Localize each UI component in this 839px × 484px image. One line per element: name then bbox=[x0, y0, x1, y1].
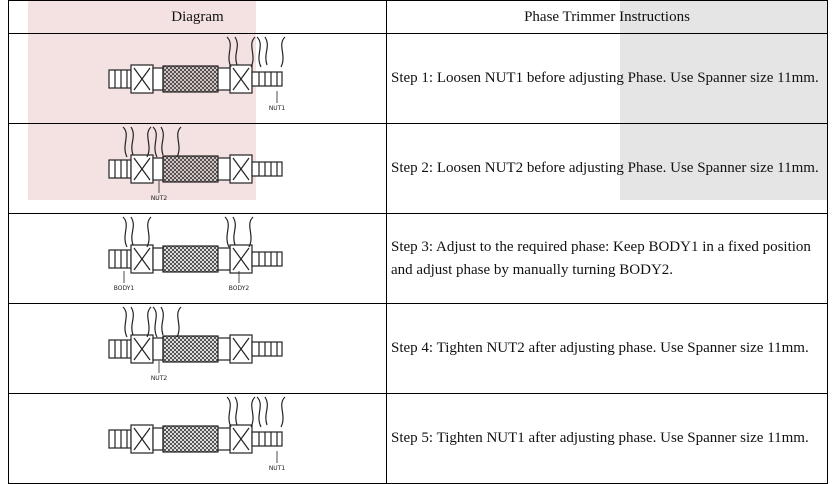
spanner bbox=[226, 36, 256, 68]
instruction-table: Diagram Phase Trimmer Instructions NUT1 S… bbox=[8, 0, 828, 484]
connector-diagram: NUT1 bbox=[108, 396, 286, 472]
part-label: NUT2 bbox=[151, 195, 168, 202]
diagram-cell: NUT1 bbox=[8, 393, 387, 484]
header-cell: Diagram bbox=[8, 0, 387, 34]
page: Diagram Phase Trimmer Instructions NUT1 S… bbox=[8, 0, 828, 484]
spanner bbox=[224, 216, 254, 248]
header-row: Diagram Phase Trimmer Instructions bbox=[8, 0, 828, 34]
spanner bbox=[256, 396, 286, 428]
part-label: NUT2 bbox=[151, 375, 168, 382]
connector-diagram: NUT2 bbox=[108, 126, 283, 202]
instruction-text: Step 5: Tighten NUT1 after adjusting pha… bbox=[386, 393, 828, 484]
connector-diagram: NUT1 bbox=[108, 36, 286, 112]
instruction-text: Step 1: Loosen NUT1 before adjusting Pha… bbox=[386, 33, 828, 124]
connector bbox=[108, 154, 283, 184]
spanner bbox=[256, 36, 286, 68]
part-label: NUT1 bbox=[269, 105, 286, 112]
connector bbox=[108, 64, 283, 94]
spanner bbox=[152, 306, 182, 338]
spanner bbox=[122, 306, 152, 338]
step-row: NUT1 Step 5: Tighten NUT1 after adjusting… bbox=[8, 393, 828, 484]
part-label: NUT1 bbox=[269, 465, 286, 472]
header-cell: Phase Trimmer Instructions bbox=[386, 0, 828, 34]
connector bbox=[108, 424, 283, 454]
step-row: BODY1 BODY2 Step 3: Adjust to the required… bbox=[8, 213, 828, 304]
step-row: NUT2 Step 2: Loosen NUT2 before adjusting… bbox=[8, 123, 828, 214]
instruction-text: Step 2: Loosen NUT2 before adjusting Pha… bbox=[386, 123, 828, 214]
connector bbox=[108, 334, 283, 364]
instruction-text: Step 3: Adjust to the required phase: Ke… bbox=[386, 213, 828, 304]
diagram-cell: NUT2 bbox=[8, 303, 387, 394]
spanner bbox=[152, 126, 182, 158]
instruction-text: Step 4: Tighten NUT2 after adjusting pha… bbox=[386, 303, 828, 394]
part-label: BODY1 bbox=[114, 285, 135, 292]
diagram-cell: BODY1 BODY2 bbox=[8, 213, 387, 304]
connector bbox=[108, 244, 283, 274]
spanner bbox=[122, 216, 152, 248]
connector-diagram: BODY1 BODY2 bbox=[108, 216, 283, 292]
diagram-cell: NUT1 bbox=[8, 33, 387, 124]
spanner bbox=[122, 126, 152, 158]
step-row: NUT2 Step 4: Tighten NUT2 after adjusting… bbox=[8, 303, 828, 394]
connector-diagram: NUT2 bbox=[108, 306, 283, 382]
spanner bbox=[226, 396, 256, 428]
step-row: NUT1 Step 1: Loosen NUT1 before adjusting… bbox=[8, 33, 828, 124]
part-label: BODY2 bbox=[229, 285, 250, 292]
diagram-cell: NUT2 bbox=[8, 123, 387, 214]
